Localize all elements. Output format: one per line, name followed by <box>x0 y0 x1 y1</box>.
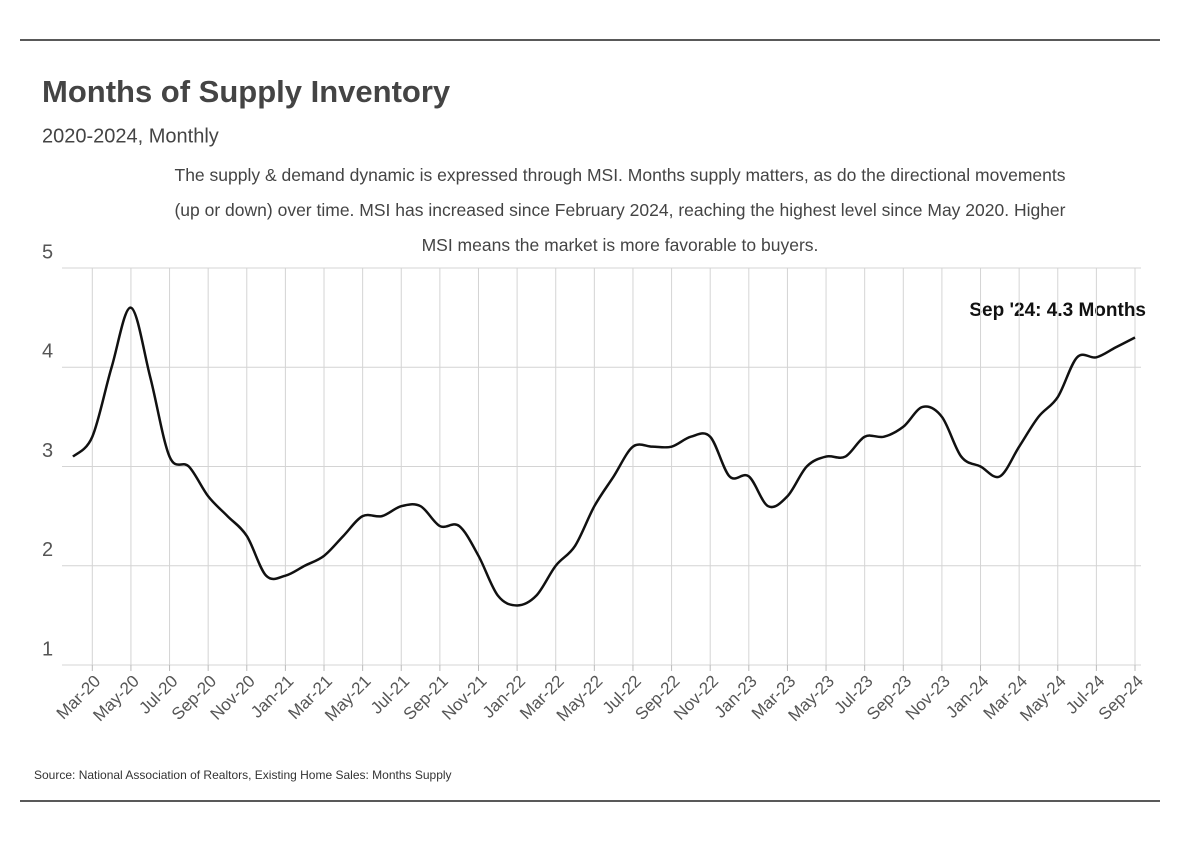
y-tick-label: 2 <box>42 539 53 561</box>
description: The supply & demand dynamic is expressed… <box>174 165 1066 255</box>
y-tick-label: 4 <box>42 341 53 363</box>
chart-title: Months of Supply Inventory <box>42 74 451 109</box>
chart-subtitle: 2020-2024, Monthly <box>42 125 219 147</box>
source-note: Source: National Association of Realtors… <box>34 768 452 782</box>
y-tick-label: 1 <box>42 638 53 660</box>
y-tick-label: 3 <box>42 440 53 462</box>
data-line <box>72 306 1136 607</box>
y-tick-label: 5 <box>42 241 53 263</box>
